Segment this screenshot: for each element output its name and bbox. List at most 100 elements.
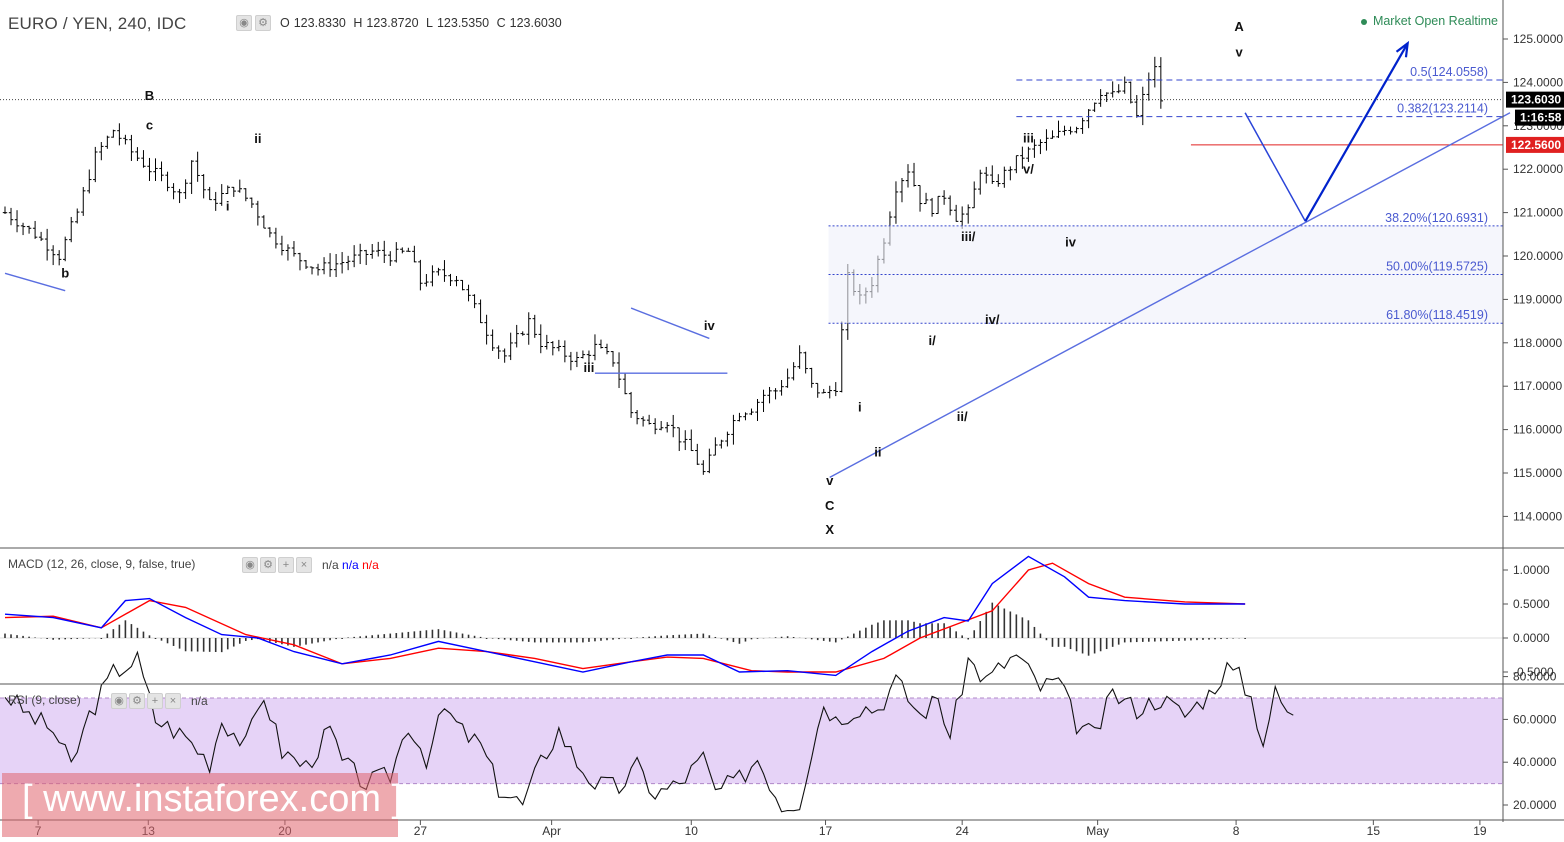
- close-value: 123.6030: [509, 16, 562, 30]
- macd-tick-label: 0.0000: [1513, 631, 1550, 645]
- time-tick-label: 19: [1473, 824, 1487, 838]
- wave-label: iv: [704, 318, 716, 333]
- macd-tick-label: -0.5000: [1513, 665, 1554, 679]
- projection-down: [1244, 112, 1306, 222]
- fib-level-label: 61.80%(118.4519): [1386, 308, 1488, 322]
- high-value: 123.8720: [366, 16, 419, 30]
- low-label: L: [426, 16, 433, 30]
- price-pane: 0.5(124.0558) 0.382(123.2114) 38.20%(120.6…: [0, 19, 1511, 537]
- time-tick-label: 8: [1233, 824, 1240, 838]
- watermark-text: [ www.instaforex.com ]: [22, 778, 403, 820]
- countdown-tag: [1515, 109, 1564, 126]
- wave-label: X: [825, 522, 834, 537]
- time-tick-label: May: [1086, 824, 1109, 838]
- wave-label: C: [825, 498, 835, 513]
- wave-label: v: [826, 473, 834, 488]
- price-tick-label: 121.0000: [1513, 206, 1563, 220]
- high-label: H: [353, 16, 363, 30]
- wave-label: v/: [1023, 162, 1034, 177]
- countdown-value: 1:16:58: [1520, 111, 1562, 125]
- time-tick-label: 17: [819, 824, 833, 838]
- wave-label: ii: [254, 131, 261, 146]
- rsi-band: [0, 698, 1503, 784]
- last-price-value: 123.6030: [1511, 93, 1561, 107]
- price-tick-label: 118.0000: [1513, 336, 1562, 350]
- gear-icon[interactable]: ⚙: [129, 693, 145, 709]
- open-label: O: [280, 16, 290, 30]
- status-dot-icon: [1360, 18, 1367, 25]
- wave-label: iv/: [985, 312, 1000, 327]
- close-icon[interactable]: ×: [165, 693, 181, 709]
- macd-hist-value: n/a: [322, 558, 339, 572]
- macd-line-value: n/a: [342, 558, 359, 572]
- wave-label: iii: [584, 360, 595, 375]
- time-tick-label: 24: [956, 824, 970, 838]
- close-label: C: [496, 16, 506, 30]
- ohlc-readout: O 123.8330 H 123.8720 L 123.5350 C 123.6030: [280, 16, 566, 30]
- triangle-upper: [630, 307, 710, 340]
- eye-icon[interactable]: ◉: [242, 557, 258, 573]
- price-tick-label: 117.0000: [1513, 379, 1562, 393]
- rsi-pane: [0, 650, 1503, 813]
- macd-tick-label: 1.0000: [1513, 563, 1550, 577]
- market-status: Market Open Realtime: [1360, 14, 1498, 28]
- macd-label[interactable]: MACD (12, 26, close, 9, false, true): [8, 557, 196, 571]
- price-tick-label: 122.0000: [1513, 162, 1563, 176]
- price-tick-label: 116.0000: [1513, 423, 1562, 437]
- macd-tick-label: 0.5000: [1513, 597, 1550, 611]
- wave-label: c: [146, 117, 153, 132]
- projection-up: [1304, 42, 1409, 222]
- price-tick-label: 115.0000: [1513, 466, 1562, 480]
- time-tick-label: 10: [685, 824, 699, 838]
- wave-label: i/: [928, 333, 936, 348]
- wave-label: i: [858, 399, 862, 414]
- macd-line: [4, 555, 1246, 677]
- price-tick-label: 114.0000: [1513, 509, 1562, 523]
- marked-level-value: 122.5600: [1511, 138, 1561, 152]
- wave-label: ii: [874, 445, 881, 460]
- wave-label: v: [1235, 44, 1243, 59]
- gear-icon[interactable]: ⚙: [255, 15, 271, 31]
- wave-label: iii/: [961, 229, 976, 244]
- rsi-tick-label: 60.0000: [1513, 712, 1557, 726]
- wave-label: iii: [1023, 130, 1034, 145]
- last-price-tag: [1506, 91, 1564, 108]
- fib-level-label: 38.20%(120.6931): [1385, 211, 1488, 225]
- trendline-left: [4, 272, 66, 292]
- wave-label: B: [145, 88, 154, 103]
- wave-label: ii/: [957, 409, 968, 424]
- wave-label: A: [1234, 19, 1244, 34]
- eye-icon[interactable]: ◉: [111, 693, 127, 709]
- rsi-tick-label: 80.0000: [1513, 670, 1557, 684]
- time-tick-label: Apr: [542, 824, 561, 838]
- arrowhead-icon: [1395, 40, 1410, 58]
- price-tick-label: 125.0000: [1513, 32, 1563, 46]
- low-value: 123.5350: [436, 16, 490, 30]
- time-tick-label: 27: [414, 824, 428, 838]
- macd-signal-value: n/a: [362, 558, 379, 572]
- fib-level-label: 0.5(124.0558): [1410, 65, 1488, 79]
- rsi-line: [4, 650, 1294, 813]
- rsi-value: n/a: [191, 694, 208, 708]
- wave-label: iv: [1065, 234, 1077, 249]
- price-tick-label: 120.0000: [1513, 249, 1563, 263]
- close-icon[interactable]: ×: [296, 557, 312, 573]
- macd-values: n/a n/a n/a: [322, 558, 379, 572]
- fib-level-label: 0.382(123.2114): [1397, 102, 1488, 116]
- marked-level-tag: [1506, 136, 1564, 153]
- rsi-tick-label: 20.0000: [1513, 798, 1557, 812]
- plus-icon[interactable]: +: [278, 557, 294, 573]
- eye-icon[interactable]: ◉: [236, 15, 252, 31]
- watermark-band: [2, 773, 398, 837]
- gear-icon[interactable]: ⚙: [260, 557, 276, 573]
- rsi-label[interactable]: RSI (9, close): [8, 693, 81, 707]
- rsi-tick-label: 40.0000: [1513, 755, 1557, 769]
- trendline: [829, 112, 1511, 478]
- fib-level-label: 50.00%(119.5725): [1386, 260, 1488, 274]
- macd-signal-line: [4, 562, 1246, 673]
- macd-pane: [0, 555, 1503, 677]
- plus-icon[interactable]: +: [147, 693, 163, 709]
- open-value: 123.8330: [293, 16, 346, 30]
